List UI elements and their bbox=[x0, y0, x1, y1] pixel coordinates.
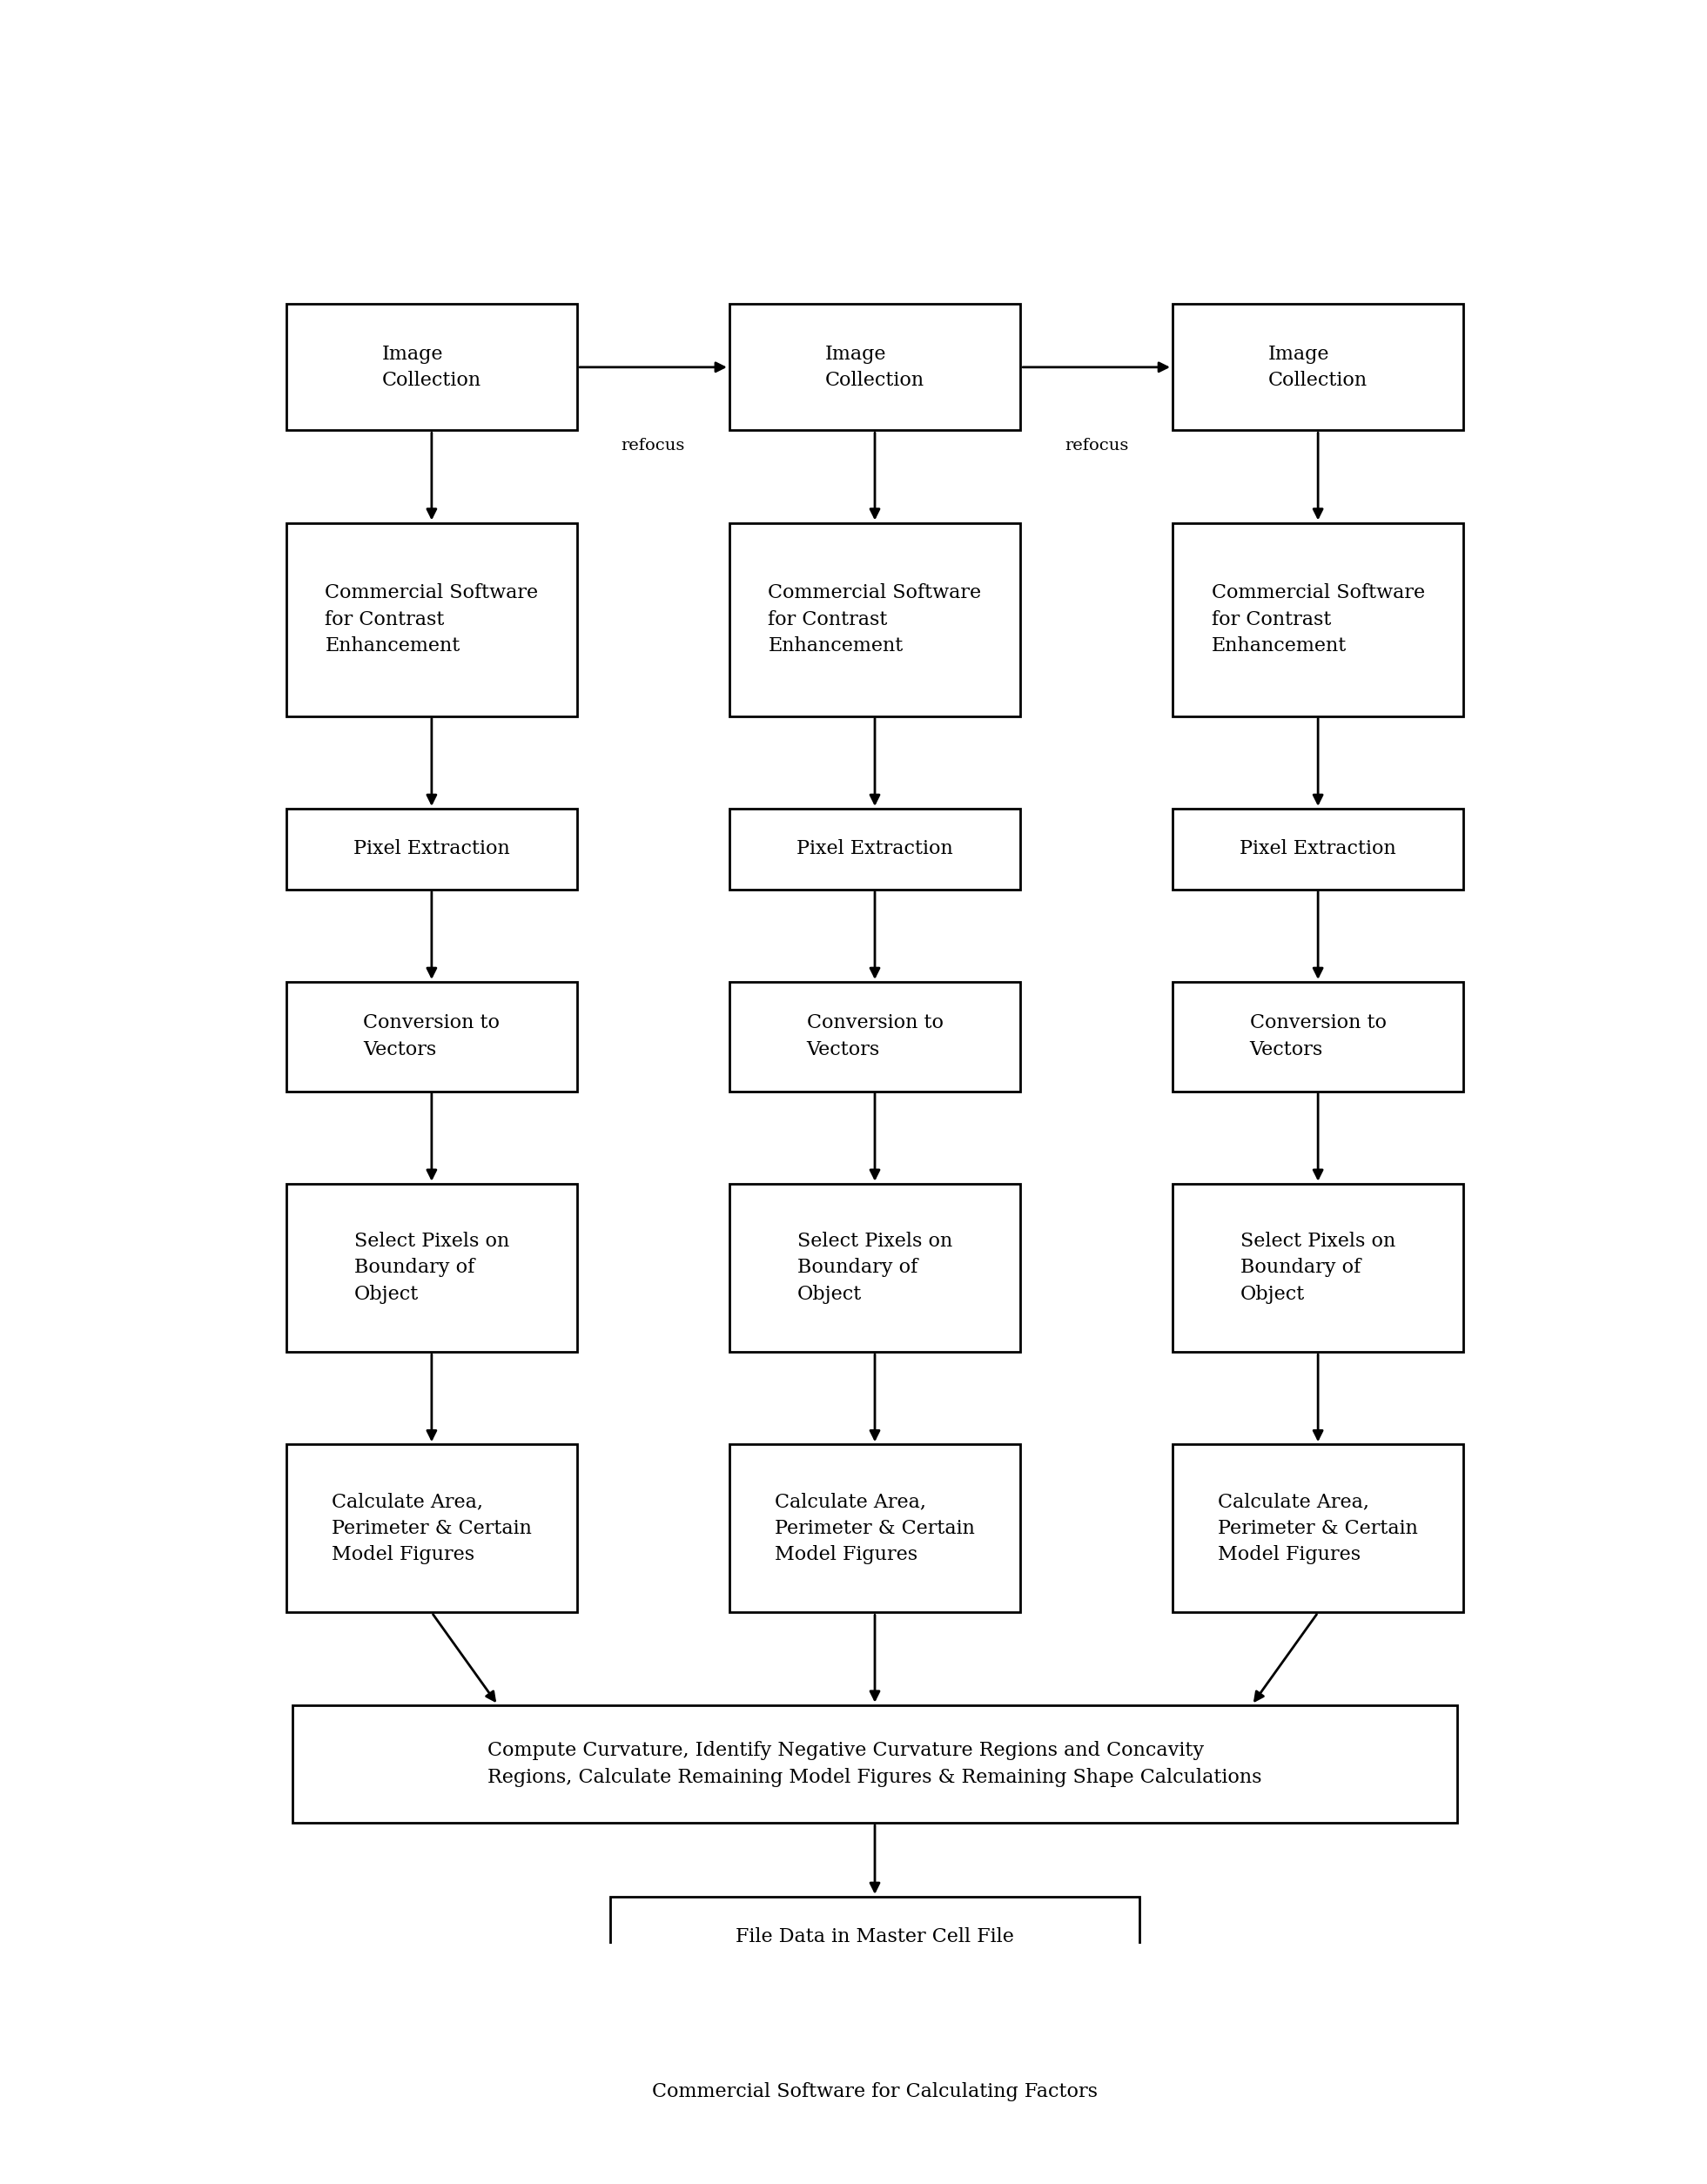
Bar bbox=[1173, 1444, 1463, 1612]
Bar bbox=[729, 983, 1021, 1092]
Bar bbox=[729, 1444, 1021, 1612]
Bar bbox=[287, 808, 577, 889]
Text: Pixel Extraction: Pixel Extraction bbox=[1239, 839, 1396, 858]
Bar bbox=[510, 2051, 1239, 2132]
Text: Select Pixels on
Boundary of
Object: Select Pixels on Boundary of Object bbox=[353, 1232, 509, 1304]
Text: Calculate Area,
Perimeter & Certain
Model Figures: Calculate Area, Perimeter & Certain Mode… bbox=[1219, 1492, 1419, 1564]
Text: Compute Curvature, Identify Negative Curvature Regions and Concavity
Regions, Ca: Compute Curvature, Identify Negative Cur… bbox=[488, 1741, 1261, 1787]
Text: Image
Collection: Image Collection bbox=[1268, 345, 1367, 391]
Text: refocus: refocus bbox=[621, 437, 685, 454]
Text: Conversion to
Vectors: Conversion to Vectors bbox=[1250, 1013, 1386, 1059]
Bar bbox=[294, 1706, 1456, 1824]
Bar bbox=[287, 983, 577, 1092]
Bar bbox=[729, 1184, 1021, 1352]
Text: Pixel Extraction: Pixel Extraction bbox=[797, 839, 953, 858]
Bar bbox=[287, 1444, 577, 1612]
Text: Image
Collection: Image Collection bbox=[382, 345, 481, 391]
Bar bbox=[1173, 1184, 1463, 1352]
Bar bbox=[1173, 522, 1463, 716]
Text: Calculate Area,
Perimeter & Certain
Model Figures: Calculate Area, Perimeter & Certain Mode… bbox=[331, 1492, 531, 1564]
Bar bbox=[287, 522, 577, 716]
Bar bbox=[729, 522, 1021, 716]
Bar bbox=[729, 808, 1021, 889]
Text: Commercial Software for Calculating Factors: Commercial Software for Calculating Fact… bbox=[652, 2081, 1098, 2101]
Bar bbox=[1173, 983, 1463, 1092]
Bar bbox=[611, 1896, 1140, 1977]
Bar bbox=[287, 304, 577, 430]
Bar bbox=[287, 1184, 577, 1352]
Text: Calculate Area,
Perimeter & Certain
Model Figures: Calculate Area, Perimeter & Certain Mode… bbox=[775, 1492, 975, 1564]
Text: File Data in Master Cell File: File Data in Master Cell File bbox=[736, 1928, 1014, 1946]
Bar bbox=[1173, 808, 1463, 889]
Text: Commercial Software
for Contrast
Enhancement: Commercial Software for Contrast Enhance… bbox=[1212, 583, 1425, 655]
Text: Conversion to
Vectors: Conversion to Vectors bbox=[364, 1013, 500, 1059]
Text: Conversion to
Vectors: Conversion to Vectors bbox=[806, 1013, 944, 1059]
Bar bbox=[729, 304, 1021, 430]
Text: Select Pixels on
Boundary of
Object: Select Pixels on Boundary of Object bbox=[1241, 1232, 1396, 1304]
Text: refocus: refocus bbox=[1065, 437, 1128, 454]
Text: Commercial Software
for Contrast
Enhancement: Commercial Software for Contrast Enhance… bbox=[768, 583, 982, 655]
Text: Image
Collection: Image Collection bbox=[824, 345, 925, 391]
Text: Commercial Software
for Contrast
Enhancement: Commercial Software for Contrast Enhance… bbox=[324, 583, 538, 655]
Text: Pixel Extraction: Pixel Extraction bbox=[353, 839, 510, 858]
Bar bbox=[1173, 304, 1463, 430]
Text: Select Pixels on
Boundary of
Object: Select Pixels on Boundary of Object bbox=[797, 1232, 953, 1304]
